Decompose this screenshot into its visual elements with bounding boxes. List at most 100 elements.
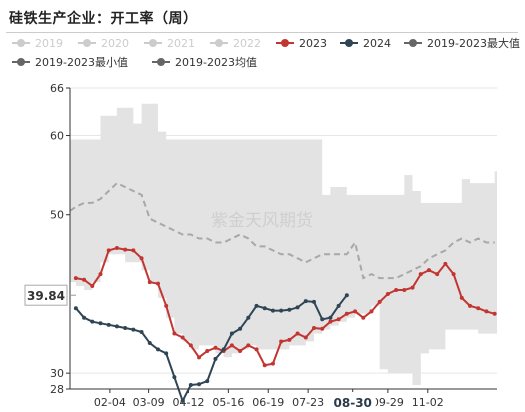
series-2024-point — [73, 306, 78, 311]
series-2024-point — [221, 347, 226, 352]
series-2023-point — [336, 317, 341, 322]
series-2023-point — [164, 303, 169, 308]
series-2024-point — [131, 327, 136, 332]
legend-label: 2020 — [101, 37, 129, 50]
x-tick-label: 09-29 — [372, 396, 404, 409]
title-divider — [6, 32, 518, 33]
series-2023-point — [262, 363, 267, 368]
series-2023-point — [229, 343, 234, 348]
series-2024-point — [106, 322, 111, 327]
series-2023-line — [75, 246, 495, 367]
series-2023-point — [385, 291, 390, 296]
x-tick-label: 11-02 — [412, 396, 444, 409]
series-2023-point — [484, 309, 489, 314]
series-2024-point — [287, 307, 292, 312]
series-2023-point — [303, 335, 308, 340]
series-2023-point — [377, 299, 382, 304]
legend-swatch-marker — [17, 39, 25, 47]
series-2023-point — [476, 306, 481, 311]
series-2023-point — [353, 309, 358, 314]
series-2023-point — [270, 361, 275, 366]
series-2024-point — [147, 341, 152, 346]
x-tick-label: 06-19 — [252, 396, 284, 409]
series-2023-point — [73, 276, 78, 281]
legend-label: 2019 — [35, 37, 63, 50]
series-2023-point — [492, 311, 497, 316]
series-2023-point — [459, 295, 464, 300]
series-2024-point — [320, 317, 325, 322]
series-2023-point — [295, 331, 300, 336]
series-2023-point — [254, 347, 259, 352]
series-2023-point — [98, 272, 103, 277]
series-2023-point — [155, 281, 160, 286]
series-2023-point — [147, 280, 152, 285]
series-2024-point — [295, 305, 300, 310]
series-2024-point — [139, 329, 144, 334]
x-tick-label: 04-12 — [172, 396, 204, 409]
chart-title: 硅铁生产企业：开工率（周） — [9, 11, 198, 27]
series-2024-point — [172, 375, 177, 380]
legend-label: 2019-2023均值 — [175, 56, 257, 69]
series-2024-point — [114, 324, 119, 329]
legend-label: 2024 — [363, 37, 391, 50]
x-tick-label: 07-23 — [292, 396, 324, 409]
legend-swatch-marker — [149, 39, 157, 47]
series-2023-point — [361, 315, 366, 320]
series-2023-point — [328, 319, 333, 324]
series-2023-point — [320, 326, 325, 331]
x-pointer-box — [329, 392, 376, 412]
series-2023-point — [451, 272, 456, 277]
y-pointer-label: 39.84 — [27, 289, 65, 303]
legend-swatch-marker — [17, 58, 25, 66]
series-2023-point — [106, 248, 111, 253]
series-2023-point — [394, 287, 399, 292]
series-2024-point — [164, 351, 169, 356]
series-2023-point — [123, 247, 128, 252]
legend-label: 2023 — [299, 37, 327, 50]
x-pointer-label: 08-30 — [334, 396, 372, 410]
max-min-band — [70, 103, 497, 386]
series-2023-point — [369, 309, 374, 314]
series-2023-point — [197, 355, 202, 360]
series-2024-point — [262, 306, 267, 311]
series-2023-point — [344, 311, 349, 316]
series-2024-point — [246, 315, 251, 320]
series-2024-point — [270, 308, 275, 313]
series-2023-point — [180, 335, 185, 340]
series-2023-point — [468, 303, 473, 308]
series-2024-point — [336, 303, 341, 308]
series-2023-point — [312, 326, 316, 331]
legend-label: 2019-2023最小值 — [35, 56, 128, 69]
series-2023-point — [410, 285, 415, 290]
x-tick-label: 03-09 — [133, 396, 165, 409]
y-tick-label: 28 — [50, 383, 64, 396]
series-2024-point — [205, 379, 210, 384]
y-pointer-box — [24, 284, 68, 306]
series-2024-point — [229, 331, 234, 336]
series-2024-point — [98, 321, 103, 326]
series-2024-point — [344, 293, 349, 298]
legend-label: 2022 — [233, 37, 261, 50]
series-2024-line — [75, 294, 348, 404]
x-tick-label: 05-16 — [212, 396, 244, 409]
series-2024-point — [254, 303, 259, 308]
series-2024-point — [312, 299, 316, 304]
series-2024-point — [155, 347, 160, 352]
series-2024-point — [238, 326, 243, 331]
legend-swatch-marker — [83, 39, 91, 47]
series-avg-line — [69, 181, 495, 280]
legend-swatch-marker — [157, 58, 165, 66]
y-tick-label: 50 — [50, 209, 64, 222]
series-2023-point — [246, 343, 251, 348]
legend-swatch-marker — [345, 39, 353, 47]
series-2023-point — [426, 268, 431, 273]
series-2023-point — [188, 343, 193, 348]
series-2024-point — [180, 398, 185, 403]
series-2024-point — [188, 383, 193, 388]
legend-swatch-marker — [409, 39, 417, 47]
series-2024-point — [279, 308, 284, 313]
series-2023-point — [213, 345, 218, 350]
y-tick-label: 60 — [50, 130, 64, 143]
series-2023-point — [402, 287, 407, 292]
